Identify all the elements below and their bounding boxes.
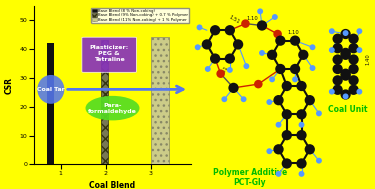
Point bbox=[292, 39, 298, 42]
Ellipse shape bbox=[38, 75, 64, 104]
Point bbox=[259, 24, 265, 27]
Point bbox=[343, 95, 349, 98]
Text: Para-
formaldehyde: Para- formaldehyde bbox=[88, 103, 137, 114]
Point bbox=[284, 84, 290, 88]
Point bbox=[278, 67, 284, 70]
Point bbox=[356, 49, 362, 52]
Point bbox=[329, 30, 335, 33]
Ellipse shape bbox=[86, 96, 140, 120]
Point bbox=[334, 67, 340, 70]
Point bbox=[343, 33, 349, 36]
Point bbox=[309, 67, 315, 70]
Point bbox=[298, 123, 304, 126]
Point bbox=[195, 46, 201, 49]
Text: 1.51: 1.51 bbox=[219, 65, 230, 77]
Point bbox=[309, 46, 315, 49]
Text: Polymer Additive
PCT-Gly: Polymer Additive PCT-Gly bbox=[213, 168, 287, 187]
Point bbox=[356, 90, 362, 93]
Point bbox=[351, 58, 357, 61]
Bar bbox=[48, 43, 54, 164]
Point bbox=[298, 162, 304, 165]
Point bbox=[284, 113, 290, 116]
Text: Coal Unit: Coal Unit bbox=[328, 105, 367, 114]
Point bbox=[356, 30, 362, 33]
Text: 1.10: 1.10 bbox=[287, 30, 299, 35]
Point bbox=[343, 51, 349, 54]
Point bbox=[316, 112, 322, 115]
Point bbox=[351, 67, 357, 70]
Point bbox=[298, 84, 304, 88]
Point bbox=[343, 74, 349, 77]
Point bbox=[217, 72, 223, 75]
Point bbox=[334, 88, 340, 91]
Point bbox=[266, 150, 272, 153]
Bar bbox=[101, 40, 108, 164]
Point bbox=[227, 57, 233, 60]
Point bbox=[269, 78, 275, 81]
X-axis label: Coal Blend: Coal Blend bbox=[89, 181, 136, 189]
Point bbox=[212, 57, 218, 60]
Point bbox=[334, 47, 340, 50]
Point bbox=[266, 101, 272, 104]
Point bbox=[257, 10, 263, 13]
Point bbox=[351, 88, 357, 91]
Text: 1.10: 1.10 bbox=[246, 16, 258, 21]
Point bbox=[343, 93, 349, 96]
Point bbox=[227, 68, 233, 71]
Point bbox=[276, 148, 282, 151]
Point bbox=[316, 159, 322, 162]
Point bbox=[255, 83, 261, 86]
Point bbox=[329, 90, 335, 93]
Text: 1.51: 1.51 bbox=[228, 14, 241, 25]
Point bbox=[276, 172, 282, 175]
Text: Coal Tar: Coal Tar bbox=[37, 87, 65, 92]
Point bbox=[329, 49, 335, 52]
Point bbox=[298, 134, 304, 137]
Point bbox=[231, 86, 237, 89]
Point bbox=[351, 79, 357, 82]
Point bbox=[221, 98, 227, 101]
Point bbox=[284, 162, 290, 165]
Point bbox=[212, 29, 218, 32]
Point bbox=[298, 113, 304, 116]
Point bbox=[334, 58, 340, 61]
Y-axis label: CSR: CSR bbox=[5, 77, 14, 94]
Point bbox=[204, 43, 210, 46]
Point bbox=[307, 148, 313, 151]
Text: Plasticizer:
PEG &
Tetraline: Plasticizer: PEG & Tetraline bbox=[90, 45, 129, 62]
Point bbox=[276, 123, 282, 126]
Point bbox=[343, 32, 349, 35]
Point bbox=[343, 72, 349, 75]
Point bbox=[274, 33, 280, 36]
Point bbox=[292, 67, 298, 70]
Point bbox=[276, 99, 282, 102]
Point bbox=[205, 67, 211, 70]
Legend: Base Blend (8 % Non-coking), Base Blend (9% Non-coking) + 0.7 % Polymer, Base Bl: Base Blend (8 % Non-coking), Base Blend … bbox=[91, 8, 189, 23]
Text: 1.40: 1.40 bbox=[365, 53, 370, 65]
Point bbox=[278, 39, 284, 42]
Point bbox=[334, 37, 340, 40]
Point bbox=[292, 78, 298, 81]
Point bbox=[235, 43, 241, 46]
Point bbox=[243, 65, 249, 68]
Point bbox=[351, 47, 357, 50]
Point bbox=[307, 99, 313, 102]
Point bbox=[334, 79, 340, 82]
Point bbox=[243, 22, 249, 25]
Point bbox=[284, 134, 290, 137]
Point bbox=[269, 53, 275, 56]
Bar bbox=[151, 37, 169, 164]
Point bbox=[298, 172, 304, 175]
Point bbox=[196, 26, 202, 29]
Point bbox=[259, 51, 265, 54]
Point bbox=[227, 29, 233, 32]
FancyBboxPatch shape bbox=[82, 37, 136, 72]
Point bbox=[351, 37, 357, 40]
Point bbox=[241, 98, 247, 101]
Point bbox=[272, 15, 278, 19]
Point bbox=[300, 53, 306, 56]
Point bbox=[343, 53, 349, 56]
